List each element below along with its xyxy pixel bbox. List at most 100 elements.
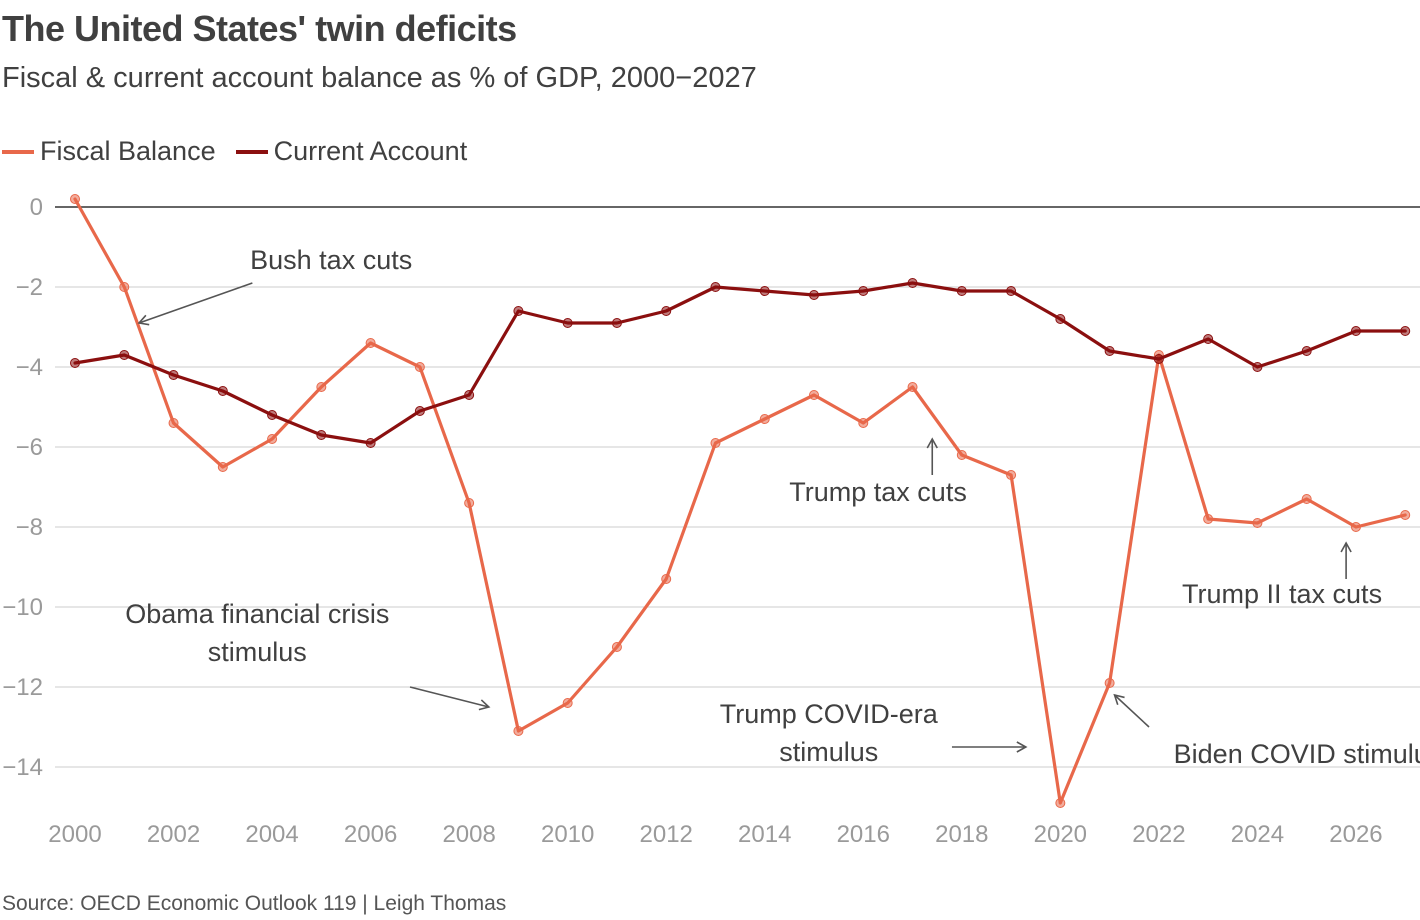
y-tick-label: −12 [2, 674, 43, 701]
legend-item-current-account: Current Account [235, 136, 468, 167]
data-point-current-account [217, 386, 228, 396]
data-point-current-account [267, 410, 278, 420]
data-point-fiscal-balance [858, 418, 869, 428]
data-point-fiscal-balance [365, 338, 376, 348]
chart-title: The United States' twin deficits [2, 8, 517, 49]
y-tick-label: −10 [2, 594, 43, 621]
axes: 0 −2 −4 −6 −8 −10 −12 −14 2000 2002 2004 2006 2008 20… [2, 194, 1382, 848]
data-point-fiscal-balance [70, 194, 80, 204]
annotation-text: Bush tax cuts [250, 245, 412, 275]
annotation-arrow [1113, 693, 1150, 728]
data-point-current-account [1350, 326, 1361, 336]
y-tick-label: −8 [16, 514, 43, 541]
data-point-fiscal-balance [956, 450, 967, 460]
data-point-fiscal-balance [316, 382, 327, 392]
annotation-arrow [137, 282, 253, 326]
annotation-text: Trump II tax cuts [1182, 579, 1382, 609]
annotation-text: Obama financial crisis [125, 599, 389, 629]
x-tick-label: 2014 [738, 821, 791, 848]
data-point-current-account [858, 286, 869, 296]
data-point-fiscal-balance [809, 390, 820, 400]
x-tick-label: 2024 [1231, 821, 1284, 848]
data-point-current-account [1104, 346, 1115, 356]
legend-swatch-fiscal-balance [2, 149, 34, 154]
data-point-current-account [1006, 286, 1017, 296]
data-point-fiscal-balance [1400, 510, 1411, 520]
x-tick-label: 2026 [1329, 821, 1382, 848]
y-tick-label: 0 [30, 194, 43, 221]
legend-label-fiscal-balance: Fiscal Balance [40, 136, 216, 166]
data-point-fiscal-balance [464, 498, 475, 508]
x-tick-label: 2000 [48, 821, 101, 848]
data-point-fiscal-balance [1104, 678, 1115, 688]
x-tick-label: 2020 [1034, 821, 1087, 848]
data-point-current-account [759, 286, 770, 296]
data-point-current-account [1153, 354, 1164, 364]
data-point-current-account [365, 438, 376, 448]
data-point-fiscal-balance [1203, 514, 1214, 524]
data-point-fiscal-balance [1006, 470, 1017, 480]
data-point-current-account [464, 390, 475, 400]
data-point-fiscal-balance [1252, 518, 1263, 528]
y-tick-label: −6 [16, 434, 43, 461]
data-point-current-account [956, 286, 967, 296]
annotation-text: Trump COVID-era [720, 699, 939, 729]
data-point-current-account [907, 278, 918, 288]
data-point-current-account [1400, 326, 1411, 336]
data-point-fiscal-balance [1055, 798, 1066, 808]
annotation-text: stimulus [779, 737, 878, 767]
legend: Fiscal Balance Current Account [2, 136, 487, 167]
data-point-fiscal-balance [168, 418, 179, 428]
x-tick-label: 2008 [442, 821, 495, 848]
grid [55, 206, 1420, 768]
x-tick-label: 2016 [837, 821, 890, 848]
data-point-current-account [1055, 314, 1066, 324]
data-point-fiscal-balance [1301, 494, 1312, 504]
legend-swatch-current-account [235, 149, 268, 154]
data-point-fiscal-balance [414, 362, 425, 372]
data-point-current-account [1301, 346, 1312, 356]
y-tick-label: −14 [2, 754, 43, 781]
y-tick-label: −4 [16, 354, 43, 381]
data-point-fiscal-balance [119, 282, 130, 292]
source-note: Source: OECD Economic Outlook 119 | Leig… [2, 892, 507, 915]
data-point-fiscal-balance [513, 726, 524, 736]
data-point-fiscal-balance [611, 642, 622, 652]
series [70, 194, 1411, 808]
data-point-current-account [611, 318, 622, 328]
chart-subtitle: Fiscal & current account balance as % of… [2, 62, 757, 94]
annotation-arrow [409, 686, 491, 711]
series-line-fiscal-balance [73, 197, 1407, 805]
y-tick-label: −2 [16, 274, 43, 301]
data-point-fiscal-balance [661, 574, 672, 584]
annotation-text: Biden COVID stimulus [1174, 739, 1420, 769]
x-tick-label: 2006 [344, 821, 397, 848]
legend-label-current-account: Current Account [273, 136, 468, 166]
data-point-fiscal-balance [562, 698, 573, 708]
data-point-current-account [1252, 362, 1263, 372]
x-tick-label: 2002 [147, 821, 200, 848]
data-point-current-account [70, 358, 80, 368]
annotation-text: Trump tax cuts [789, 477, 967, 507]
data-point-current-account [119, 350, 130, 360]
x-tick-label: 2022 [1132, 821, 1185, 848]
data-point-fiscal-balance [217, 462, 228, 472]
x-tick-label: 2012 [640, 821, 693, 848]
data-point-current-account [562, 318, 573, 328]
data-point-current-account [414, 406, 425, 416]
data-point-fiscal-balance [710, 438, 721, 448]
data-point-current-account [1203, 334, 1214, 344]
data-point-current-account [513, 306, 524, 316]
data-point-current-account [316, 430, 327, 440]
x-tick-label: 2018 [935, 821, 988, 848]
data-point-fiscal-balance [759, 414, 770, 424]
data-point-current-account [661, 306, 672, 316]
data-point-fiscal-balance [267, 434, 278, 444]
data-point-fiscal-balance [907, 382, 918, 392]
legend-item-fiscal-balance: Fiscal Balance [2, 136, 216, 167]
data-point-current-account [168, 370, 179, 380]
x-tick-label: 2010 [541, 821, 594, 848]
data-point-fiscal-balance [1350, 522, 1361, 532]
line-chart: 0 −2 −4 −6 −8 −10 −12 −14 2000 2002 2004 2006 2008 20… [2, 194, 1420, 848]
series-line-current-account [73, 281, 1407, 445]
